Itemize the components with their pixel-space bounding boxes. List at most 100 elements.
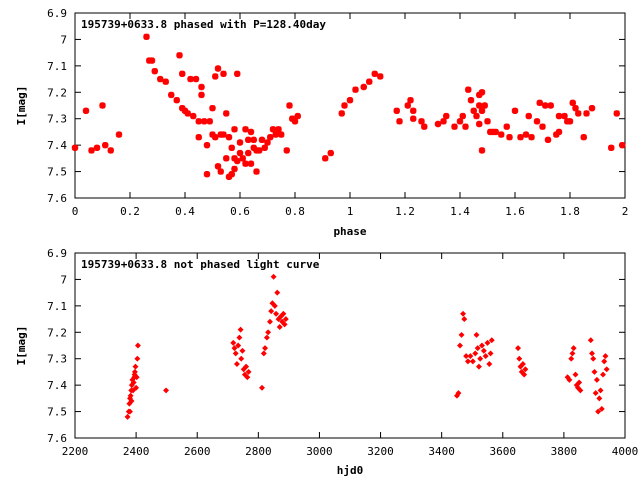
data-point [596,395,603,402]
data-point [256,147,263,154]
data-point [464,358,471,365]
data-point [539,123,546,130]
data-point [516,355,523,362]
data-point [190,112,197,120]
data-point [569,350,576,357]
data-point [566,376,573,383]
data-point [236,149,244,157]
data-point [460,310,467,317]
data-point [223,155,230,162]
data-point [467,97,475,104]
data-point [418,118,425,125]
data-series [124,273,610,420]
data-point [99,102,106,109]
data-point [237,326,244,333]
data-point [127,408,133,415]
data-point [459,112,466,120]
data-point [271,302,278,309]
data-point [451,123,458,130]
data-point [245,368,252,375]
data-point [555,128,563,136]
data-point [467,353,474,360]
data-point [484,118,491,125]
data-point [82,107,90,114]
data-point [575,110,582,117]
data-point [243,363,250,370]
data-point [613,110,620,117]
data-point [115,131,123,138]
x-axis-label: phase [333,225,366,238]
data-point [598,405,605,412]
data-point [179,70,186,77]
data-point [176,52,183,59]
data-point [595,408,602,415]
data-point [486,361,493,367]
data-point [480,347,487,354]
y-tick-label: 6.9 [47,247,67,260]
data-point [591,368,598,375]
data-point [192,75,200,83]
data-point [250,136,257,144]
data-point [474,345,481,352]
data-point [547,102,554,109]
data-point [124,413,131,420]
data-point [212,134,219,141]
data-point [465,86,472,93]
data-point [338,110,345,117]
data-point [128,398,135,404]
data-point [231,345,238,352]
data-point [261,144,268,151]
data-point [580,134,587,141]
data-point [262,345,269,352]
data-point [476,102,483,109]
data-point [602,353,609,360]
data-point [517,134,524,141]
data-point [327,149,334,157]
data-point [484,339,491,346]
data-point [503,123,510,130]
data-point [151,67,158,75]
data-point [280,310,287,317]
x-tick-label: 2800 [245,445,272,458]
data-point [366,78,373,85]
data-point [203,171,211,178]
data-point [198,83,205,91]
data-point [469,358,476,365]
data-point [71,144,79,151]
data-point [250,144,257,151]
x-tick-label: 3600 [490,445,517,458]
data-point [583,110,590,117]
data-point [209,131,216,138]
data-point [522,366,529,373]
data-point [619,141,626,149]
data-point [476,91,483,99]
x-tick-label: 3200 [367,445,394,458]
data-point [133,384,140,391]
x-tick-label: 1.6 [505,205,525,218]
data-point [266,318,273,325]
data-point [407,97,414,104]
data-point [603,366,610,373]
data-point [572,104,579,112]
data-point [278,131,285,138]
data-point [163,387,170,394]
x-tick-label: 0.2 [120,205,140,218]
data-point [525,112,532,120]
data-point [477,355,484,362]
data-point [588,104,596,112]
data-point [608,144,615,151]
data-point [272,131,279,138]
data-point [478,89,486,96]
data-point [476,120,483,128]
data-point [203,141,211,149]
data-point [404,102,411,109]
data-point [236,334,243,341]
data-point [244,374,251,381]
data-point [533,118,541,125]
data-point [377,73,384,80]
data-point [352,86,359,93]
x-tick-label: 3800 [551,445,578,458]
data-point [396,118,403,125]
data-point [230,339,237,346]
data-point [187,75,194,83]
